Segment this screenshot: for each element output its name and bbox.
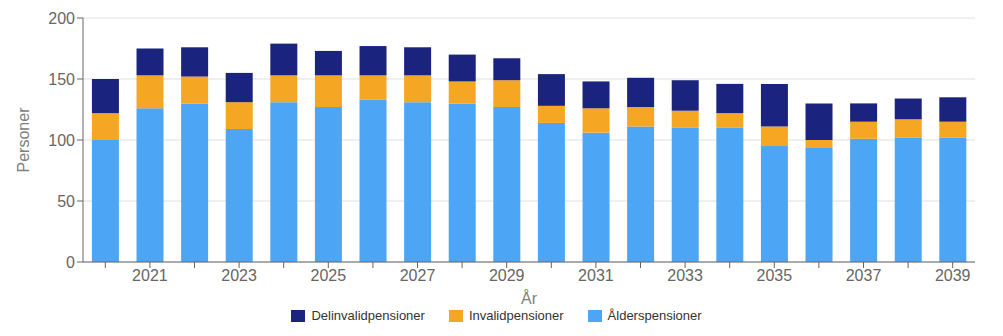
svg-text:2025: 2025 xyxy=(311,267,347,284)
svg-text:2033: 2033 xyxy=(667,267,703,284)
html-text:Invalidpensioner: Invalidpensioner xyxy=(468,308,564,323)
svg-text:100: 100 xyxy=(48,132,75,149)
svg-text:Personer: Personer xyxy=(15,107,32,173)
svg-text:50: 50 xyxy=(57,193,75,210)
html-text:Ålderspensioner: Ålderspensioner xyxy=(607,308,702,323)
svg-text:2027: 2027 xyxy=(400,267,436,284)
svg-text:200: 200 xyxy=(48,10,75,27)
svg-text:2031: 2031 xyxy=(578,267,614,284)
svg-text:2037: 2037 xyxy=(846,267,882,284)
svg-text:År: År xyxy=(521,289,538,307)
svg-text:2035: 2035 xyxy=(757,267,793,284)
svg-text:2029: 2029 xyxy=(489,267,525,284)
svg-text:2021: 2021 xyxy=(132,267,168,284)
svg-text:0: 0 xyxy=(66,254,75,271)
svg-text:150: 150 xyxy=(48,71,75,88)
svg-text:2023: 2023 xyxy=(221,267,257,284)
html-text:Delinvalidpensioner: Delinvalidpensioner xyxy=(311,308,425,323)
svg-text:2039: 2039 xyxy=(935,267,971,284)
